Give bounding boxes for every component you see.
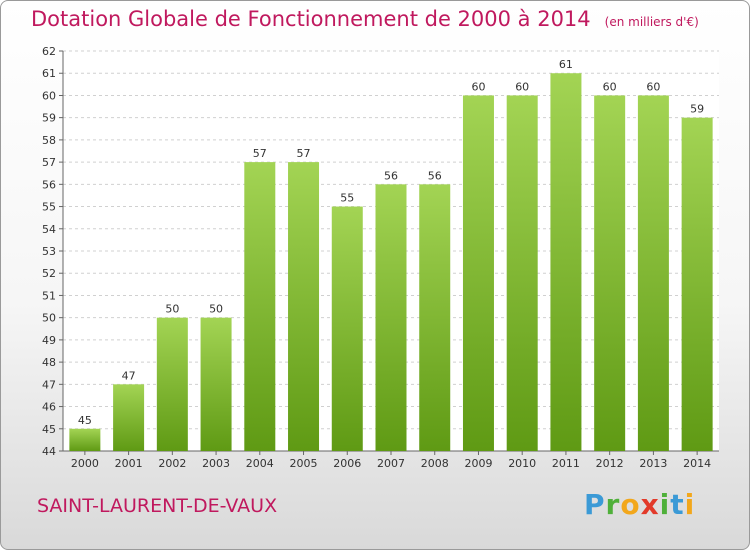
y-tick-label: 50 — [42, 312, 56, 325]
value-label-2011: 61 — [559, 58, 573, 71]
y-tick-label: 52 — [42, 267, 56, 280]
value-label-2005: 57 — [297, 147, 311, 160]
value-label-2010: 60 — [515, 80, 529, 93]
x-tick-label-2005: 2005 — [290, 457, 318, 470]
value-label-2007: 56 — [384, 169, 398, 182]
y-tick-label: 53 — [42, 245, 56, 258]
proxiti-logo: Proxiti — [584, 488, 696, 521]
bar-2000 — [69, 428, 101, 451]
bar-2008 — [419, 184, 451, 452]
x-tick-label-2010: 2010 — [508, 457, 536, 470]
x-tick-label-2000: 2000 — [71, 457, 99, 470]
bar-2007 — [375, 184, 407, 452]
y-tick-label: 44 — [42, 445, 56, 458]
x-tick-label-2006: 2006 — [333, 457, 361, 470]
x-tick-label-2001: 2001 — [115, 457, 143, 470]
bar-2004 — [244, 162, 276, 451]
bar-2011 — [550, 73, 582, 451]
x-tick-label-2002: 2002 — [158, 457, 186, 470]
x-tick-label-2007: 2007 — [377, 457, 405, 470]
x-tick-label-2013: 2013 — [639, 457, 667, 470]
y-tick-label: 45 — [42, 423, 56, 436]
value-label-2012: 60 — [603, 80, 617, 93]
y-tick-label: 56 — [42, 178, 56, 191]
chart-unit: (en milliers d'€) — [604, 15, 699, 29]
y-tick-label: 59 — [42, 112, 56, 125]
y-tick-label: 46 — [42, 401, 56, 414]
x-tick-label-2004: 2004 — [246, 457, 274, 470]
x-tick-label-2009: 2009 — [464, 457, 492, 470]
value-label-2008: 56 — [428, 169, 442, 182]
x-tick-label-2012: 2012 — [596, 457, 624, 470]
bar-2014 — [681, 117, 713, 452]
y-tick-label: 57 — [42, 156, 56, 169]
bar-2013 — [637, 95, 669, 451]
value-label-2004: 57 — [253, 147, 267, 160]
x-tick-label-2011: 2011 — [552, 457, 580, 470]
bar-2005 — [288, 162, 320, 451]
value-label-2003: 50 — [209, 303, 223, 316]
y-tick-label: 60 — [42, 89, 56, 102]
bar-2001 — [113, 384, 145, 451]
x-tick-label-2008: 2008 — [421, 457, 449, 470]
y-tick-label: 48 — [42, 356, 56, 369]
commune-name: SAINT-LAURENT-DE-VAUX — [37, 495, 278, 517]
chart-title: Dotation Globale de Fonctionnement de 20… — [31, 7, 699, 31]
value-label-2009: 60 — [471, 80, 485, 93]
value-label-2006: 55 — [340, 192, 354, 205]
y-tick-label: 49 — [42, 334, 56, 347]
y-tick-label: 62 — [42, 45, 56, 58]
bar-2006 — [331, 206, 363, 451]
y-tick-label: 51 — [42, 289, 56, 302]
value-label-2002: 50 — [165, 303, 179, 316]
y-tick-label: 58 — [42, 134, 56, 147]
chart-title-text: Dotation Globale de Fonctionnement de 20… — [31, 7, 591, 31]
bar-2009 — [462, 95, 494, 451]
y-tick-label: 61 — [42, 67, 56, 80]
value-label-2000: 45 — [78, 414, 92, 427]
value-label-2001: 47 — [122, 369, 136, 382]
bar-2003 — [200, 317, 232, 451]
y-tick-label: 47 — [42, 378, 56, 391]
y-tick-label: 55 — [42, 201, 56, 214]
value-label-2014: 59 — [690, 103, 704, 116]
bar-2012 — [594, 95, 626, 451]
bar-2010 — [506, 95, 538, 451]
y-tick-label: 54 — [42, 223, 56, 236]
bar-2002 — [156, 317, 188, 451]
value-label-2013: 60 — [646, 80, 660, 93]
x-tick-label-2003: 2003 — [202, 457, 230, 470]
x-tick-label-2014: 2014 — [683, 457, 711, 470]
